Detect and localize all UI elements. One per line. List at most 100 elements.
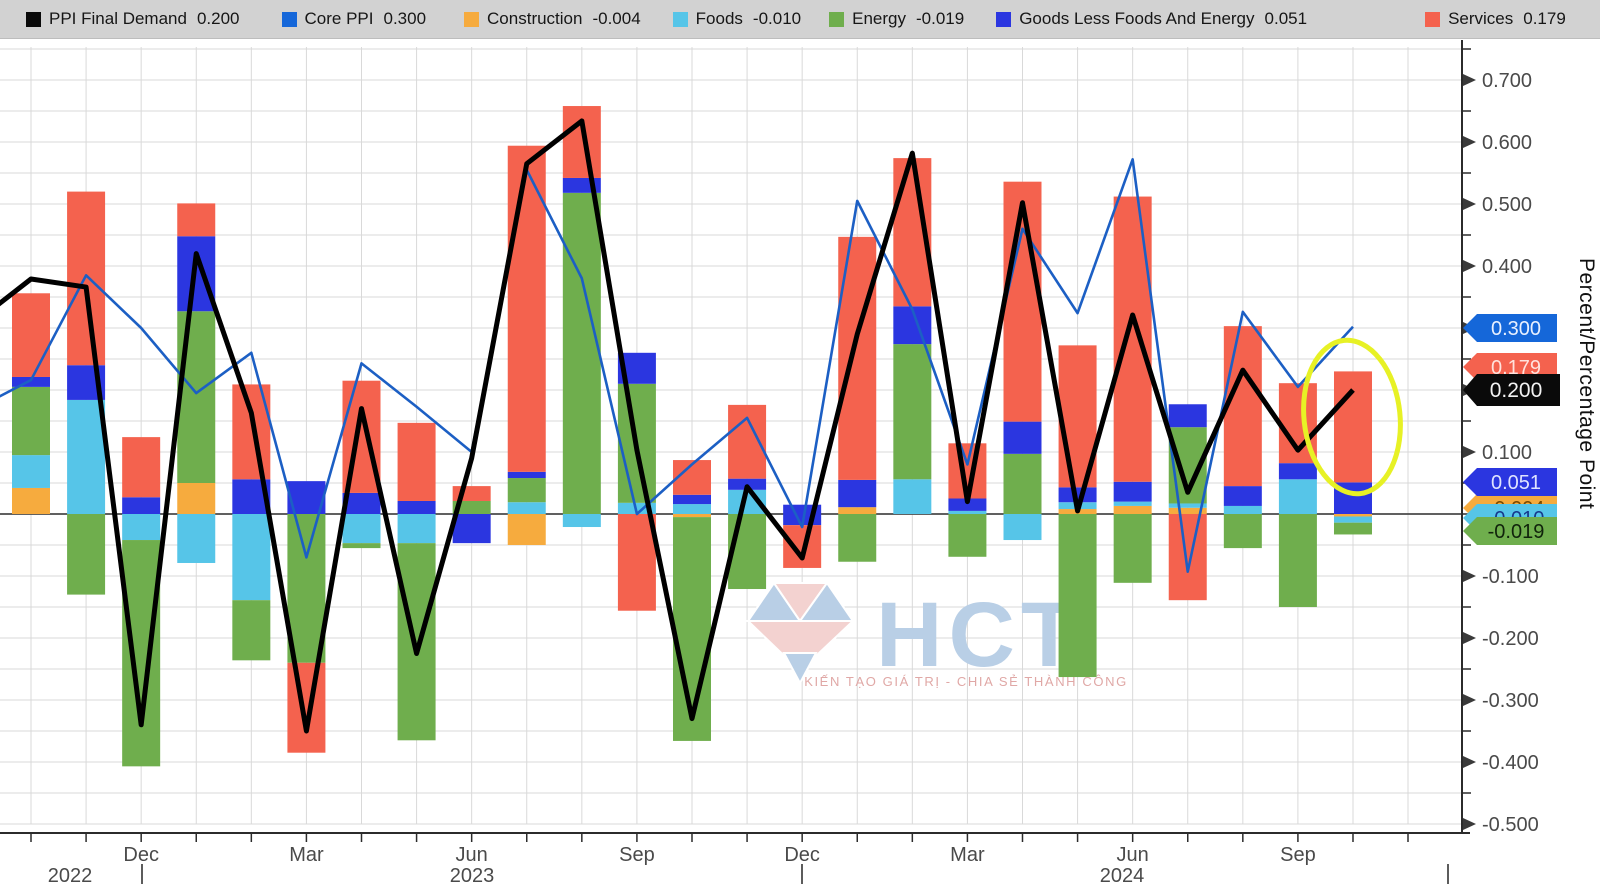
x-quarter-label: Jun <box>456 844 488 866</box>
legend-swatch-foods <box>672 11 688 27</box>
y-tick-label: 0.500 <box>1482 194 1532 216</box>
y-tick-arrow <box>1463 694 1476 706</box>
legend-label: Foods <box>695 9 743 28</box>
bar-segment-energy-neg <box>232 600 271 661</box>
bar-segment-services <box>1113 196 1152 482</box>
bar-segment-goods <box>342 492 381 514</box>
legend-value: -0.010 <box>752 9 802 28</box>
bar-segment-energy-neg <box>397 543 436 741</box>
stacked-bars <box>12 106 1372 767</box>
bar-segment-foods-neg <box>397 514 436 544</box>
bar-segment-goods-neg <box>452 514 491 544</box>
y-axis-title: Percent/Percentage Point <box>1575 258 1598 510</box>
x-quarter-label: Sep <box>1280 844 1316 866</box>
bar-segment-foods-neg <box>1333 516 1372 523</box>
bar-segment-construction-neg <box>672 514 711 518</box>
bar-segment-energy-neg <box>342 543 381 549</box>
bar-segment-goods <box>12 376 50 387</box>
bar-segment-energy-neg <box>1333 522 1372 535</box>
legend-item-ppi[interactable]: PPI Final Demand 0.200 <box>26 9 240 29</box>
y-tick-label: -0.500 <box>1482 814 1539 836</box>
x-quarter-label: Jun <box>1117 844 1149 866</box>
bar-segment-goods <box>838 479 877 508</box>
bar-segment-goods <box>783 504 822 514</box>
y-tick-label: -0.400 <box>1482 752 1539 774</box>
y-tick-label: 0.700 <box>1482 70 1532 92</box>
bar-segment-goods <box>1058 487 1097 503</box>
legend-swatch-goods <box>996 11 1012 27</box>
bar-segment-goods <box>122 497 161 514</box>
legend-swatch-core <box>281 11 297 27</box>
bar-segment-services <box>507 145 546 472</box>
bar-segment-foods-neg <box>122 514 161 541</box>
legend-item-foods[interactable]: Foods -0.010 <box>672 9 802 29</box>
bar-segment-foods-neg <box>232 514 271 601</box>
bar-segment-services-neg <box>1168 514 1207 601</box>
bar-segment-energy-neg <box>287 514 326 663</box>
legend-label: Goods Less Foods And Energy <box>1019 9 1255 28</box>
y-tick-label: 0.400 <box>1482 256 1532 278</box>
value-tag-text: 0.179 <box>1491 357 1541 379</box>
bar-segment-services <box>177 203 216 237</box>
legend-value: 0.051 <box>1264 9 1308 28</box>
bar-segment-energy <box>452 500 491 514</box>
legend-item-construction[interactable]: Construction -0.004 <box>464 9 641 29</box>
bar-segment-construction <box>12 487 50 514</box>
bar-segment-goods <box>1168 404 1207 428</box>
value-tag-0.051 <box>1463 468 1557 496</box>
bar-segment-goods <box>1113 481 1152 502</box>
core-ppi-line <box>0 158 1354 573</box>
bar-segment-foods <box>1168 503 1207 508</box>
bar-segment-foods-neg <box>1003 514 1042 541</box>
bar-segment-construction-neg <box>507 514 546 545</box>
bar-segment-energy <box>562 192 601 514</box>
bar-segment-energy-neg <box>838 514 877 562</box>
legend-item-goods[interactable]: Goods Less Foods And Energy 0.051 <box>996 9 1307 29</box>
bar-segment-foods <box>12 455 50 488</box>
bar-segment-foods-neg <box>177 514 216 563</box>
legend-item-core[interactable]: Core PPI 0.300 <box>281 9 426 29</box>
legend-label: Construction <box>487 9 583 28</box>
bar-segment-services <box>397 422 436 501</box>
legend-swatch-construction <box>464 11 480 27</box>
legend-value: 0.179 <box>1523 9 1566 28</box>
value-tag-0.200 <box>1463 374 1560 406</box>
y-tick-arrow <box>1463 756 1476 768</box>
bar-segment-foods <box>1223 505 1262 514</box>
bar-segment-energy-neg <box>1058 514 1097 678</box>
x-quarter-label: Mar <box>950 844 985 866</box>
bar-segment-foods <box>948 510 987 514</box>
value-tag--0.019 <box>1463 517 1557 545</box>
legend-label: PPI Final Demand <box>49 9 187 28</box>
bar-segment-foods <box>67 399 106 514</box>
legend-swatch-energy <box>829 11 845 27</box>
legend-bar: PPI Final Demand 0.200 Core PPI 0.300 Constr… <box>0 0 1600 39</box>
bar-segment-foods <box>1113 501 1152 506</box>
legend-item-energy[interactable]: Energy -0.019 <box>829 9 964 29</box>
legend-item-services[interactable]: Services 0.179 <box>1425 9 1566 29</box>
y-tick-label: -0.300 <box>1482 690 1539 712</box>
bar-segment-energy-neg <box>1113 514 1152 583</box>
bar-segment-goods <box>1003 421 1042 454</box>
watermark-tagline: KIẾN TẠO GIÁ TRỊ - CHIA SẺ THÀNH CÔNG <box>804 674 1128 689</box>
legend-label: Energy <box>852 9 906 28</box>
bar-segment-construction-neg <box>1333 514 1372 517</box>
bar-segment-energy-neg <box>67 514 106 595</box>
bar-segment-foods-neg <box>562 514 601 528</box>
y-tick-label: 0.100 <box>1482 442 1532 464</box>
y-tick-arrow <box>1463 136 1476 148</box>
legend-swatch-services <box>1425 11 1441 27</box>
bar-segment-services <box>67 191 106 366</box>
bar-segment-foods <box>507 502 546 514</box>
legend-label: Services <box>1448 9 1514 28</box>
value-tag-text: 0.300 <box>1491 318 1541 340</box>
y-tick-arrow <box>1463 632 1476 644</box>
y-tick-label: -0.200 <box>1482 628 1539 650</box>
bar-segment-construction <box>1168 507 1207 514</box>
y-tick-arrow <box>1463 446 1476 458</box>
value-tag-text: 0.051 <box>1491 472 1541 494</box>
